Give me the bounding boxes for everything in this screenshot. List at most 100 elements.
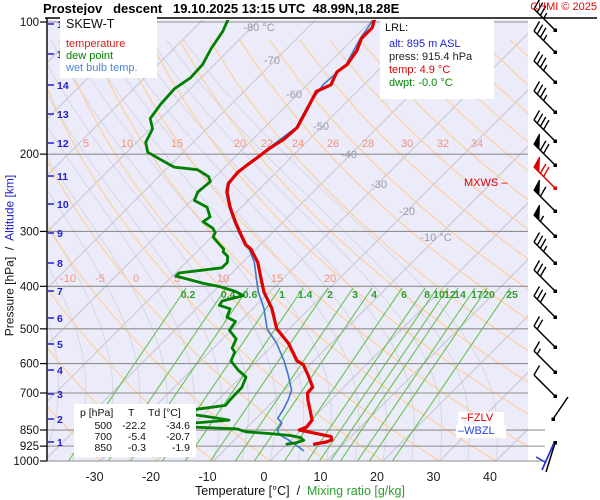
- barb-staff-blue: [541, 442, 555, 471]
- barb-base-dot: [553, 80, 557, 84]
- barb-feather: [533, 365, 541, 376]
- table-cell: -20.7: [166, 431, 190, 443]
- dry-adiabat-line: [299, 39, 528, 260]
- moist-adiabat-line: [149, 39, 443, 461]
- altitude-tick-label: 6: [57, 313, 63, 325]
- barb-staff: [533, 269, 556, 292]
- mixing-ratio-label: 1.4: [298, 289, 313, 301]
- mixing-ratio-label: 25: [506, 289, 518, 301]
- pressure-tick-label: 400: [20, 281, 39, 293]
- wind-barb: [533, 316, 557, 349]
- wetbulb-zero-label: –WBZL: [458, 425, 495, 437]
- altitude-tick-label: 1: [57, 437, 63, 449]
- barb-staff: [533, 8, 556, 31]
- barb-feather: [539, 5, 547, 16]
- altitude-tick-label: 2: [57, 414, 63, 426]
- dry-adiabat-label: 15: [171, 138, 183, 150]
- isotherm-line: [47, 20, 203, 177]
- barb-half-feather: [539, 215, 545, 222]
- barb-feather: [533, 81, 541, 92]
- mixing-ratio-line: [330, 287, 449, 461]
- barb-feather: [533, 341, 541, 352]
- table-cell: -0.3: [127, 442, 146, 454]
- wind-barb: [533, 21, 557, 54]
- barb-feather: [533, 51, 541, 62]
- barb-feather: [539, 238, 547, 249]
- dry-adiabat-label: 20: [234, 138, 246, 150]
- wind-barb: [533, 81, 557, 114]
- isotherm-label: -10 °C: [420, 232, 451, 244]
- moist-adiabat-line: [47, 317, 60, 453]
- dry-adiabat-label: 0: [133, 273, 139, 285]
- barb-staff: [533, 90, 556, 113]
- barb-base-dot: [553, 139, 557, 143]
- barb-feather: [539, 163, 547, 174]
- barb-base-dot: [553, 261, 557, 265]
- temperature-tick-label: 30: [427, 470, 441, 484]
- mixing-ratio-label: 14: [454, 289, 466, 301]
- barb-feather: [533, 316, 541, 327]
- isotherm-label: -30: [371, 179, 387, 191]
- wind-barb: [533, 51, 557, 84]
- isotherm-label: -50: [313, 121, 329, 133]
- barb-staff: [533, 295, 556, 318]
- barb-feather: [533, 260, 541, 271]
- isotherm-line: [269, 202, 528, 461]
- barb-half-feather: [542, 94, 548, 101]
- lrl-title: LRL:: [385, 22, 409, 34]
- barb-base-dot: [553, 394, 557, 398]
- mixing-ratio-line: [369, 287, 488, 461]
- dry-adiabat-label: 26: [327, 138, 339, 150]
- dry-adiabat-label: 15: [271, 273, 283, 285]
- barb-base-dot: [553, 315, 557, 319]
- y-axis-title-altitude: Altitude [km]: [2, 174, 17, 241]
- legend-item-dewpoint: dew point: [66, 50, 114, 62]
- temperature-curve: [225, 20, 376, 446]
- altitude-tick-label: 4: [57, 365, 63, 377]
- temperature-tick-label: 10: [314, 470, 328, 484]
- barb-feather: [536, 289, 544, 300]
- mixing-ratio-label: 10: [433, 289, 445, 301]
- barb-base-dot: [553, 163, 557, 167]
- wind-barb: [533, 110, 557, 143]
- pressure-tick-label: 850: [20, 425, 39, 437]
- temperature-tick-label: 40: [483, 470, 497, 484]
- barb-staff: [533, 374, 556, 397]
- barb-half-feather: [536, 348, 541, 355]
- pressure-tick-label: 925: [20, 441, 39, 453]
- pressure-tick-label: 300: [20, 226, 39, 238]
- moist-adiabat-line: [133, 39, 415, 461]
- barb-feather: [535, 456, 546, 463]
- barb-feather: [539, 57, 547, 68]
- table-header-temp: T: [128, 407, 135, 419]
- pressure-tick-label: 700: [20, 388, 39, 400]
- pressure-tick-label: 1000: [13, 456, 39, 468]
- dry-adiabat-line: [47, 225, 271, 461]
- dry-adiabat-label: 5: [174, 273, 180, 285]
- dry-adiabat-label: -10: [60, 273, 76, 285]
- mixing-ratio-label: 20: [483, 289, 495, 301]
- barb-feather: [539, 140, 547, 151]
- wind-barb: [551, 396, 569, 421]
- lrl-pressure: press: 915.4 hPa: [389, 51, 473, 63]
- dry-adiabat-label: 5: [83, 138, 89, 150]
- dry-adiabat-line: [269, 39, 528, 290]
- barb-feather: [539, 116, 547, 127]
- mixing-ratio-line: [307, 287, 426, 461]
- moist-adiabat-line: [182, 39, 498, 461]
- table-cell: -5.4: [127, 431, 146, 443]
- table-cell: 500: [94, 420, 112, 432]
- altitude-tick-label: 13: [57, 109, 69, 121]
- barb-flag: [533, 133, 540, 151]
- barb-feather: [542, 119, 550, 130]
- barb-staff: [545, 442, 556, 473]
- page-title: Prostejov descent 19.10.2025 13:15 UTC 4…: [43, 1, 400, 16]
- wind-barb: [533, 133, 557, 167]
- x-axis-title-temperature: Temperature [°C] /: [195, 484, 307, 498]
- isotherm-line: [326, 258, 528, 461]
- barb-base-dot: [553, 110, 557, 114]
- barb-base-dot: [553, 50, 557, 54]
- barb-base-dot: [551, 417, 555, 421]
- barb-feather: [536, 113, 544, 124]
- barb-feather: [536, 263, 544, 274]
